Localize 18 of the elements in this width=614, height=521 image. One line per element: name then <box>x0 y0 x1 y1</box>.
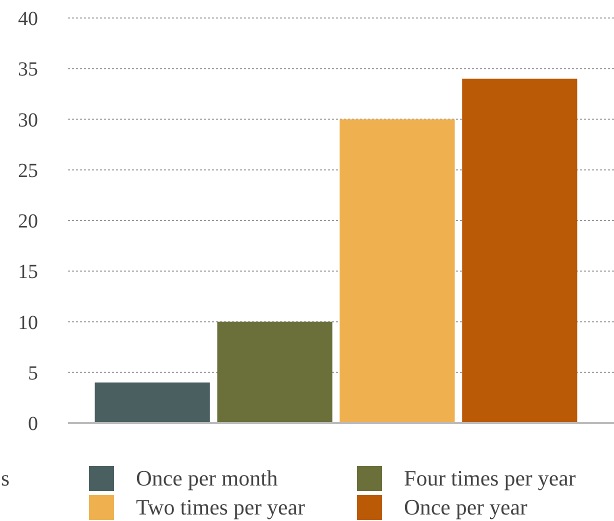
y-tick-label: 40 <box>18 8 38 30</box>
y-tick-label: 35 <box>18 58 38 81</box>
bar <box>340 119 455 423</box>
legend-label: Four times per year <box>404 466 576 491</box>
bar <box>217 322 332 423</box>
legend-label: Once per year <box>404 494 528 520</box>
y-tick-label: 30 <box>18 109 38 132</box>
y-tick-label: 0 <box>28 413 38 435</box>
y-tick-label: 15 <box>18 261 38 284</box>
y-tick-label: 25 <box>18 160 38 182</box>
bar <box>94 382 210 423</box>
y-tick-label: 10 <box>18 312 38 334</box>
text: s <box>1 466 10 491</box>
y-tick-label: 5 <box>28 362 38 384</box>
legend-label: Once per month <box>136 466 278 491</box>
y-tick-label: 20 <box>18 210 38 232</box>
bar <box>462 78 578 423</box>
legend-label: Two times per year <box>136 494 306 520</box>
